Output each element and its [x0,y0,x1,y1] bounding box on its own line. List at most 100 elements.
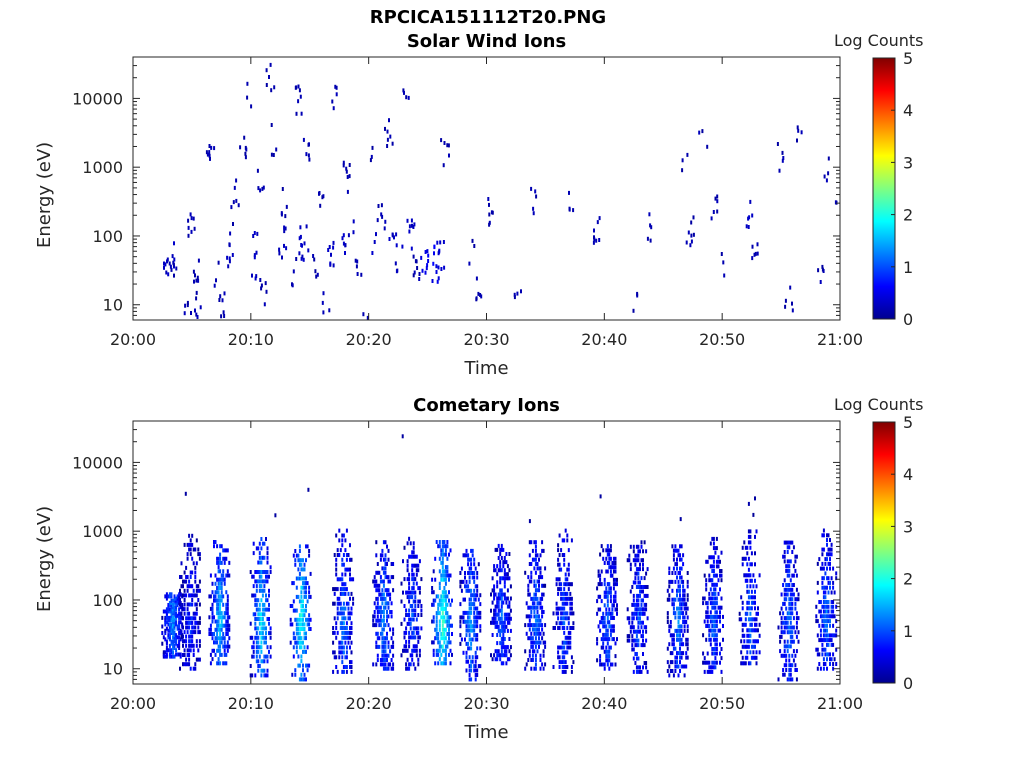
data-cell [674,615,677,620]
data-cell [835,633,838,638]
data-cell [168,626,171,631]
data-cell [249,664,252,668]
data-cell [186,300,189,305]
data-cell [195,602,198,607]
data-cell [631,638,634,643]
data-cell [440,573,443,578]
data-cell [289,622,292,627]
data-cell [570,596,573,601]
data-cell [342,645,345,650]
data-cell [470,597,473,602]
data-cell [375,631,378,636]
data-cell [791,663,794,668]
data-cell [339,650,342,655]
data-cell [268,574,270,579]
data-cell [536,623,539,628]
data-cell [821,623,824,628]
data-cell [373,240,376,244]
data-cell [669,669,672,673]
data-cell [263,541,266,546]
data-cell [717,591,720,596]
data-cell [446,632,449,636]
data-cell [352,577,355,582]
data-cell [347,630,350,635]
data-cell [685,611,688,616]
data-cell [785,663,788,668]
data-cell [712,559,715,564]
data-cell [711,651,714,656]
data-cell [564,528,567,533]
data-cell [378,583,381,588]
data-cell [468,673,471,677]
data-cell [534,544,537,549]
data-cell [829,557,831,562]
data-cell [438,644,441,649]
data-cell [332,601,335,606]
data-cell [497,556,500,560]
data-cell [797,128,800,133]
data-cell [215,278,217,283]
data-cell [406,613,409,617]
data-cell [191,620,194,625]
data-cell [634,607,637,612]
data-cell [751,213,754,218]
data-cell [555,577,558,582]
data-cell [830,600,833,604]
data-cell [440,606,443,611]
data-cell [528,618,531,623]
data-cell [441,619,444,624]
data-cell [342,630,345,635]
data-cell [170,592,173,597]
data-cell [183,662,186,667]
data-cell [538,566,540,571]
data-cell [216,640,219,645]
data-cell [783,540,786,545]
data-cell [686,624,689,629]
data-cell [192,269,195,274]
data-cell [669,660,672,665]
data-cell [437,648,440,653]
data-cell [471,637,474,642]
data-cell [557,650,560,655]
data-cell [497,624,500,629]
data-cell [708,665,711,670]
data-cell [441,627,444,632]
data-cell [712,624,715,628]
data-cell [832,566,835,571]
data-cell [797,597,800,602]
data-cell [750,551,753,556]
data-cell [263,579,266,584]
data-cell [746,611,749,616]
data-cell [792,658,795,663]
data-cell [223,648,226,653]
data-cell [783,625,786,630]
data-cell [265,607,267,612]
data-cell [213,632,215,636]
panel-solar-wind: 20:00 20:10 20:20 20:30 20:40 20:50 21:0010100… [72,49,913,349]
data-cell [749,633,752,638]
data-cell [161,631,164,635]
data-cell [182,634,184,639]
data-cell [747,600,750,605]
data-cell [789,616,792,621]
data-cell [382,636,385,641]
data-cell [777,677,780,682]
data-cell [829,614,831,619]
data-cell [746,628,749,633]
data-cell [785,644,788,649]
data-cell [476,637,479,642]
data-cell [185,593,188,598]
data-cell [534,553,537,558]
data-cell [382,614,385,619]
data-cell [708,573,711,578]
data-cell [417,630,420,635]
data-cell [302,613,304,618]
y-tick-label: 10000 [72,89,123,108]
panel-title-solar-wind: Solar Wind Ions [406,31,567,52]
data-cell [332,630,335,635]
data-cell [336,606,339,611]
data-cell [382,570,385,575]
data-cell [826,628,828,633]
data-cell [252,645,255,650]
data-cell [712,605,715,610]
